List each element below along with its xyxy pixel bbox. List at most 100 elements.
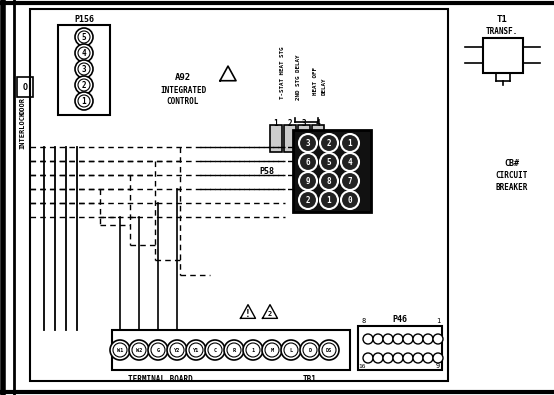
Text: P46: P46 [392, 314, 408, 324]
Circle shape [110, 340, 130, 360]
Circle shape [322, 343, 336, 357]
Circle shape [299, 172, 317, 190]
Circle shape [341, 191, 359, 209]
Circle shape [300, 340, 320, 360]
Text: 8: 8 [362, 318, 366, 324]
Text: DS: DS [326, 348, 332, 352]
Circle shape [341, 172, 359, 190]
Text: 2: 2 [327, 139, 331, 147]
Circle shape [281, 340, 301, 360]
Text: A92: A92 [175, 73, 191, 81]
Circle shape [433, 334, 443, 344]
Text: 2: 2 [288, 118, 293, 128]
Circle shape [403, 334, 413, 344]
Text: INTERLOCK: INTERLOCK [19, 111, 25, 149]
Circle shape [320, 191, 338, 209]
Circle shape [170, 343, 184, 357]
Text: TERMINAL BOARD: TERMINAL BOARD [127, 374, 192, 384]
Text: P156: P156 [74, 15, 94, 23]
Circle shape [243, 340, 263, 360]
Text: 8: 8 [327, 177, 331, 186]
Bar [293, 130, 371, 212]
Circle shape [423, 353, 433, 363]
Text: 1: 1 [348, 139, 352, 147]
Circle shape [299, 134, 317, 152]
Text: 3: 3 [306, 139, 310, 147]
Text: 1: 1 [436, 318, 440, 324]
Circle shape [78, 79, 90, 91]
Text: DELAY: DELAY [321, 77, 326, 95]
Text: BREAKER: BREAKER [496, 182, 528, 192]
Text: 3: 3 [302, 118, 306, 128]
Circle shape [373, 334, 383, 344]
Text: G: G [156, 348, 160, 352]
Text: Y1: Y1 [193, 348, 199, 352]
Text: DOOR: DOOR [19, 96, 25, 113]
Text: 7: 7 [348, 177, 352, 186]
Bar [284, 125, 296, 152]
Text: D: D [309, 348, 311, 352]
Circle shape [208, 343, 222, 357]
Text: 4: 4 [81, 49, 86, 58]
Text: W1: W1 [117, 348, 123, 352]
Bar [58, 25, 110, 115]
Text: CB#: CB# [505, 158, 520, 167]
Text: Y2: Y2 [174, 348, 180, 352]
Circle shape [78, 47, 90, 59]
Text: 2: 2 [306, 196, 310, 205]
Text: TRANSF.: TRANSF. [486, 26, 518, 36]
Circle shape [303, 343, 317, 357]
Text: M: M [270, 348, 274, 352]
Text: 9: 9 [436, 363, 440, 369]
Text: R: R [233, 348, 235, 352]
Circle shape [299, 191, 317, 209]
Circle shape [423, 334, 433, 344]
Text: 4: 4 [316, 118, 320, 128]
Text: 3: 3 [81, 64, 86, 73]
Circle shape [189, 343, 203, 357]
Circle shape [78, 63, 90, 75]
Text: 1: 1 [274, 118, 278, 128]
Circle shape [129, 340, 149, 360]
Circle shape [320, 134, 338, 152]
Circle shape [148, 340, 168, 360]
Text: CONTROL: CONTROL [167, 96, 199, 105]
Circle shape [413, 334, 423, 344]
Text: 4: 4 [348, 158, 352, 167]
Text: HEAT OFF: HEAT OFF [312, 67, 317, 95]
Circle shape [363, 334, 373, 344]
Circle shape [113, 343, 127, 357]
Bar [112, 330, 350, 370]
Text: 5: 5 [81, 32, 86, 41]
Circle shape [284, 343, 298, 357]
Text: P58: P58 [259, 167, 274, 175]
Text: CIRCUIT: CIRCUIT [496, 171, 528, 179]
Circle shape [224, 340, 244, 360]
Text: !: ! [245, 309, 251, 319]
Circle shape [393, 353, 403, 363]
Circle shape [132, 343, 146, 357]
Text: 1: 1 [81, 96, 86, 105]
Text: 5: 5 [327, 158, 331, 167]
Circle shape [319, 340, 339, 360]
Text: TB1: TB1 [303, 374, 317, 384]
Bar [17, 77, 33, 97]
Bar [30, 9, 448, 381]
Circle shape [433, 353, 443, 363]
Circle shape [205, 340, 225, 360]
Circle shape [320, 172, 338, 190]
Circle shape [341, 134, 359, 152]
Circle shape [341, 153, 359, 171]
Text: 16: 16 [358, 363, 366, 369]
Circle shape [246, 343, 260, 357]
Circle shape [265, 343, 279, 357]
Circle shape [75, 44, 93, 62]
Circle shape [320, 153, 338, 171]
Circle shape [75, 28, 93, 46]
Text: 6: 6 [306, 158, 310, 167]
Text: 1: 1 [327, 196, 331, 205]
Bar [298, 125, 310, 152]
Circle shape [383, 334, 393, 344]
Circle shape [413, 353, 423, 363]
Circle shape [227, 343, 241, 357]
